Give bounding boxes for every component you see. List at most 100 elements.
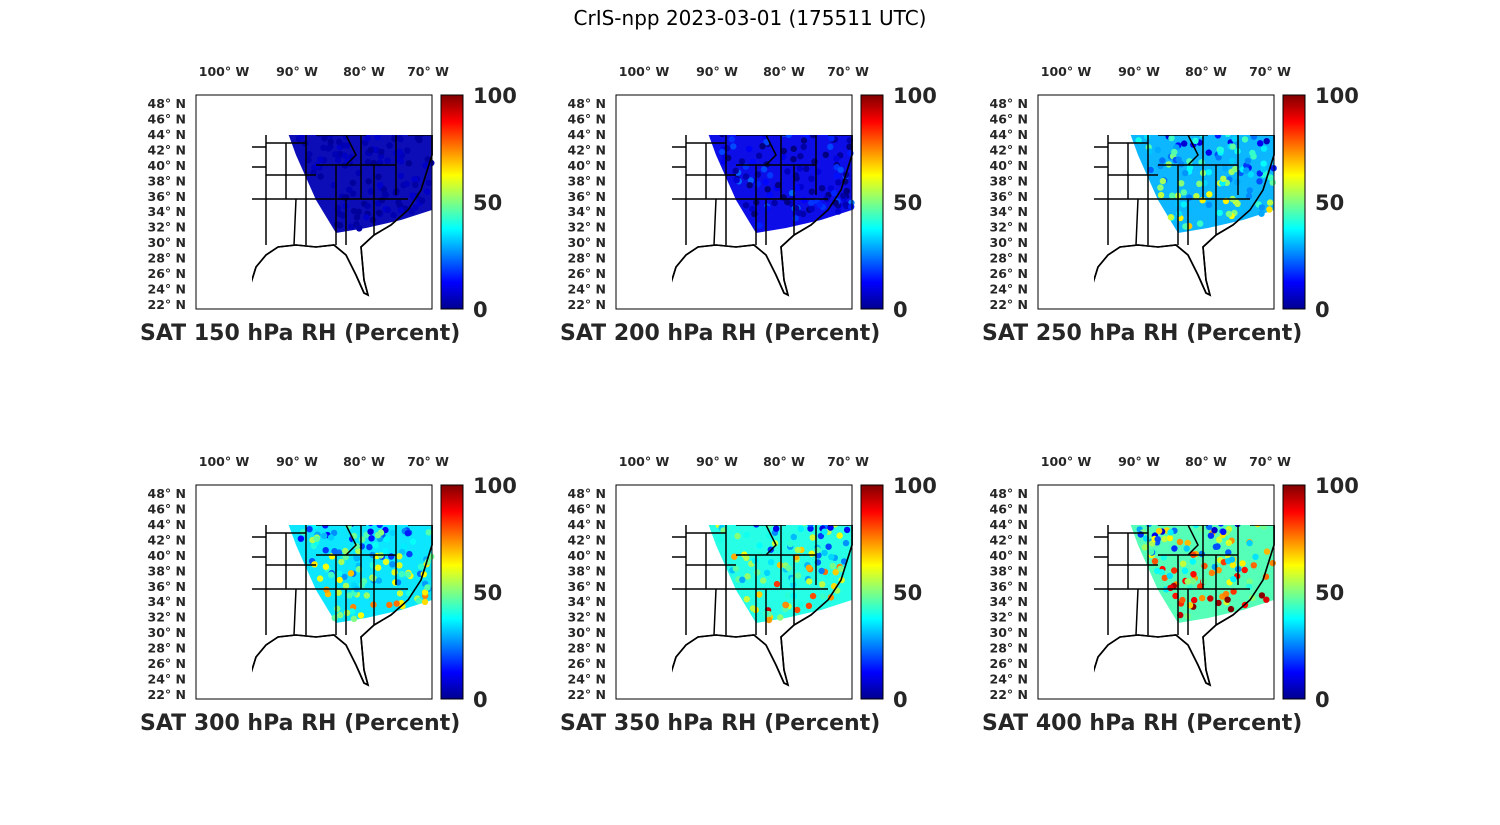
lon-tick-label: 90° W [696, 454, 738, 469]
colorbar-tick-label: 50 [1315, 581, 1344, 605]
rh-map-panel: 100° W 90° W 80° W 70° W 48° N 46° N 44° N 42° … [982, 445, 1359, 745]
lat-tick-label: 40° N [148, 158, 186, 173]
lat-tick-label: 22° N [990, 687, 1028, 702]
panel-title: SAT 400 hPa RH (Percent) [982, 711, 1302, 736]
state-borders [252, 525, 433, 687]
lat-tick-label: 42° N [148, 532, 186, 547]
lon-tick-label: 70° W [407, 454, 449, 469]
lat-tick-label: 24° N [990, 282, 1028, 297]
rh-map-panel: 100° W 90° W 80° W 70° W 48° N 46° N 44° N 42° … [140, 55, 517, 355]
lat-tick-label: 46° N [568, 502, 606, 517]
lat-tick-label: 48° N [148, 486, 186, 501]
lat-tick-label: 28° N [568, 251, 606, 266]
lat-tick-label: 24° N [568, 282, 606, 297]
lat-tick-label: 26° N [148, 266, 186, 281]
lon-tick-label: 100° W [199, 64, 250, 79]
lat-tick-label: 32° N [148, 610, 186, 625]
lat-tick-label: 22° N [568, 687, 606, 702]
colorbar-tick-label: 50 [1315, 191, 1344, 215]
lat-tick-label: 46° N [990, 112, 1028, 127]
lat-tick-label: 48° N [568, 96, 606, 111]
rh-map: 100° W 90° W 80° W 70° W 48° N46° N44° N42° … [140, 64, 517, 346]
lat-tick-label: 36° N [990, 189, 1028, 204]
lat-tick-label: 30° N [568, 625, 606, 640]
colorbar-tick-label: 100 [893, 474, 937, 498]
lat-tick-label: 26° N [568, 266, 606, 281]
rh-map-panel: 100° W 90° W 80° W 70° W 48° N 46° N 44° N 42° … [560, 55, 937, 355]
lat-tick-label: 36° N [990, 579, 1028, 594]
rh-map: 100° W 90° W 80° W 70° W 48° N46° N44° N42° … [560, 454, 937, 736]
lat-tick-label: 44° N [568, 517, 606, 532]
lat-tick-label: 44° N [148, 127, 186, 142]
lat-tick-label: 42° N [990, 142, 1028, 157]
lon-tick-label: 80° W [343, 64, 385, 79]
colorbar-tick-label: 50 [473, 581, 502, 605]
colorbar-tick-label: 50 [473, 191, 502, 215]
rh-map: 100° W 90° W 80° W 70° W 48° N46° N44° N42° … [140, 454, 517, 736]
lat-tick-label: 32° N [568, 610, 606, 625]
lon-tick-label: 100° W [1041, 64, 1092, 79]
lat-tick-label: 26° N [990, 656, 1028, 671]
rh-map-panel: 100° W 90° W 80° W 70° W 48° N 46° N 44° N 42° … [140, 445, 517, 745]
lon-tick-label: 100° W [619, 64, 670, 79]
lat-tick-label: 28° N [568, 641, 606, 656]
lat-tick-label: 46° N [990, 502, 1028, 517]
colorbar [1282, 484, 1306, 700]
rh-map: 100° W 90° W 80° W 70° W 48° N46° N44° N42° … [560, 64, 937, 346]
lat-tick-label: 36° N [568, 189, 606, 204]
colorbar [860, 94, 884, 310]
lon-tick-label: 90° W [696, 64, 738, 79]
state-borders [1094, 525, 1275, 687]
lat-tick-label: 46° N [148, 112, 186, 127]
lon-tick-label: 90° W [1118, 64, 1160, 79]
lat-tick-label: 24° N [990, 672, 1028, 687]
lat-tick-label: 38° N [990, 173, 1028, 188]
lat-tick-label: 38° N [148, 563, 186, 578]
rh-map: 100° W 90° W 80° W 70° W 48° N46° N44° N42° … [982, 64, 1359, 346]
lat-tick-label: 36° N [148, 579, 186, 594]
lon-tick-label: 70° W [1249, 454, 1291, 469]
lat-tick-label: 32° N [148, 220, 186, 235]
lat-tick-label: 26° N [990, 266, 1028, 281]
lat-tick-label: 46° N [148, 502, 186, 517]
lat-tick-label: 48° N [990, 486, 1028, 501]
lat-tick-label: 28° N [990, 251, 1028, 266]
lat-tick-label: 38° N [148, 173, 186, 188]
lat-tick-label: 28° N [148, 641, 186, 656]
lat-tick-label: 22° N [568, 297, 606, 312]
colorbar-tick-label: 100 [893, 84, 937, 108]
lat-tick-label: 42° N [148, 142, 186, 157]
lon-tick-label: 80° W [1185, 454, 1227, 469]
colorbar-tick-label: 100 [473, 474, 517, 498]
colorbar-tick-label: 0 [473, 688, 488, 712]
lat-tick-label: 38° N [990, 563, 1028, 578]
lon-tick-label: 100° W [619, 454, 670, 469]
lat-tick-label: 46° N [568, 112, 606, 127]
lat-tick-label: 30° N [990, 625, 1028, 640]
lat-tick-label: 38° N [568, 173, 606, 188]
colorbar-tick-label: 100 [473, 84, 517, 108]
colorbar-tick-label: 0 [1315, 688, 1330, 712]
lat-tick-label: 34° N [568, 204, 606, 219]
lat-tick-label: 44° N [990, 517, 1028, 532]
lat-tick-label: 34° N [990, 594, 1028, 609]
lat-tick-label: 38° N [568, 563, 606, 578]
lat-tick-label: 48° N [568, 486, 606, 501]
panel-title: SAT 350 hPa RH (Percent) [560, 711, 880, 736]
rh-map: 100° W 90° W 80° W 70° W 48° N46° N44° N42° … [982, 454, 1359, 736]
lat-tick-label: 44° N [148, 517, 186, 532]
panel-title: SAT 300 hPa RH (Percent) [140, 711, 460, 736]
lon-tick-label: 70° W [1249, 64, 1291, 79]
lon-tick-label: 90° W [276, 64, 318, 79]
lat-tick-label: 40° N [990, 158, 1028, 173]
panel-title: SAT 200 hPa RH (Percent) [560, 321, 880, 346]
lon-tick-label: 90° W [1118, 454, 1160, 469]
lat-tick-label: 24° N [568, 672, 606, 687]
state-borders [672, 135, 853, 297]
lat-tick-label: 40° N [568, 158, 606, 173]
lat-tick-label: 36° N [148, 189, 186, 204]
colorbar [440, 484, 464, 700]
colorbar [860, 484, 884, 700]
lat-tick-label: 30° N [568, 235, 606, 250]
state-borders [672, 525, 853, 687]
